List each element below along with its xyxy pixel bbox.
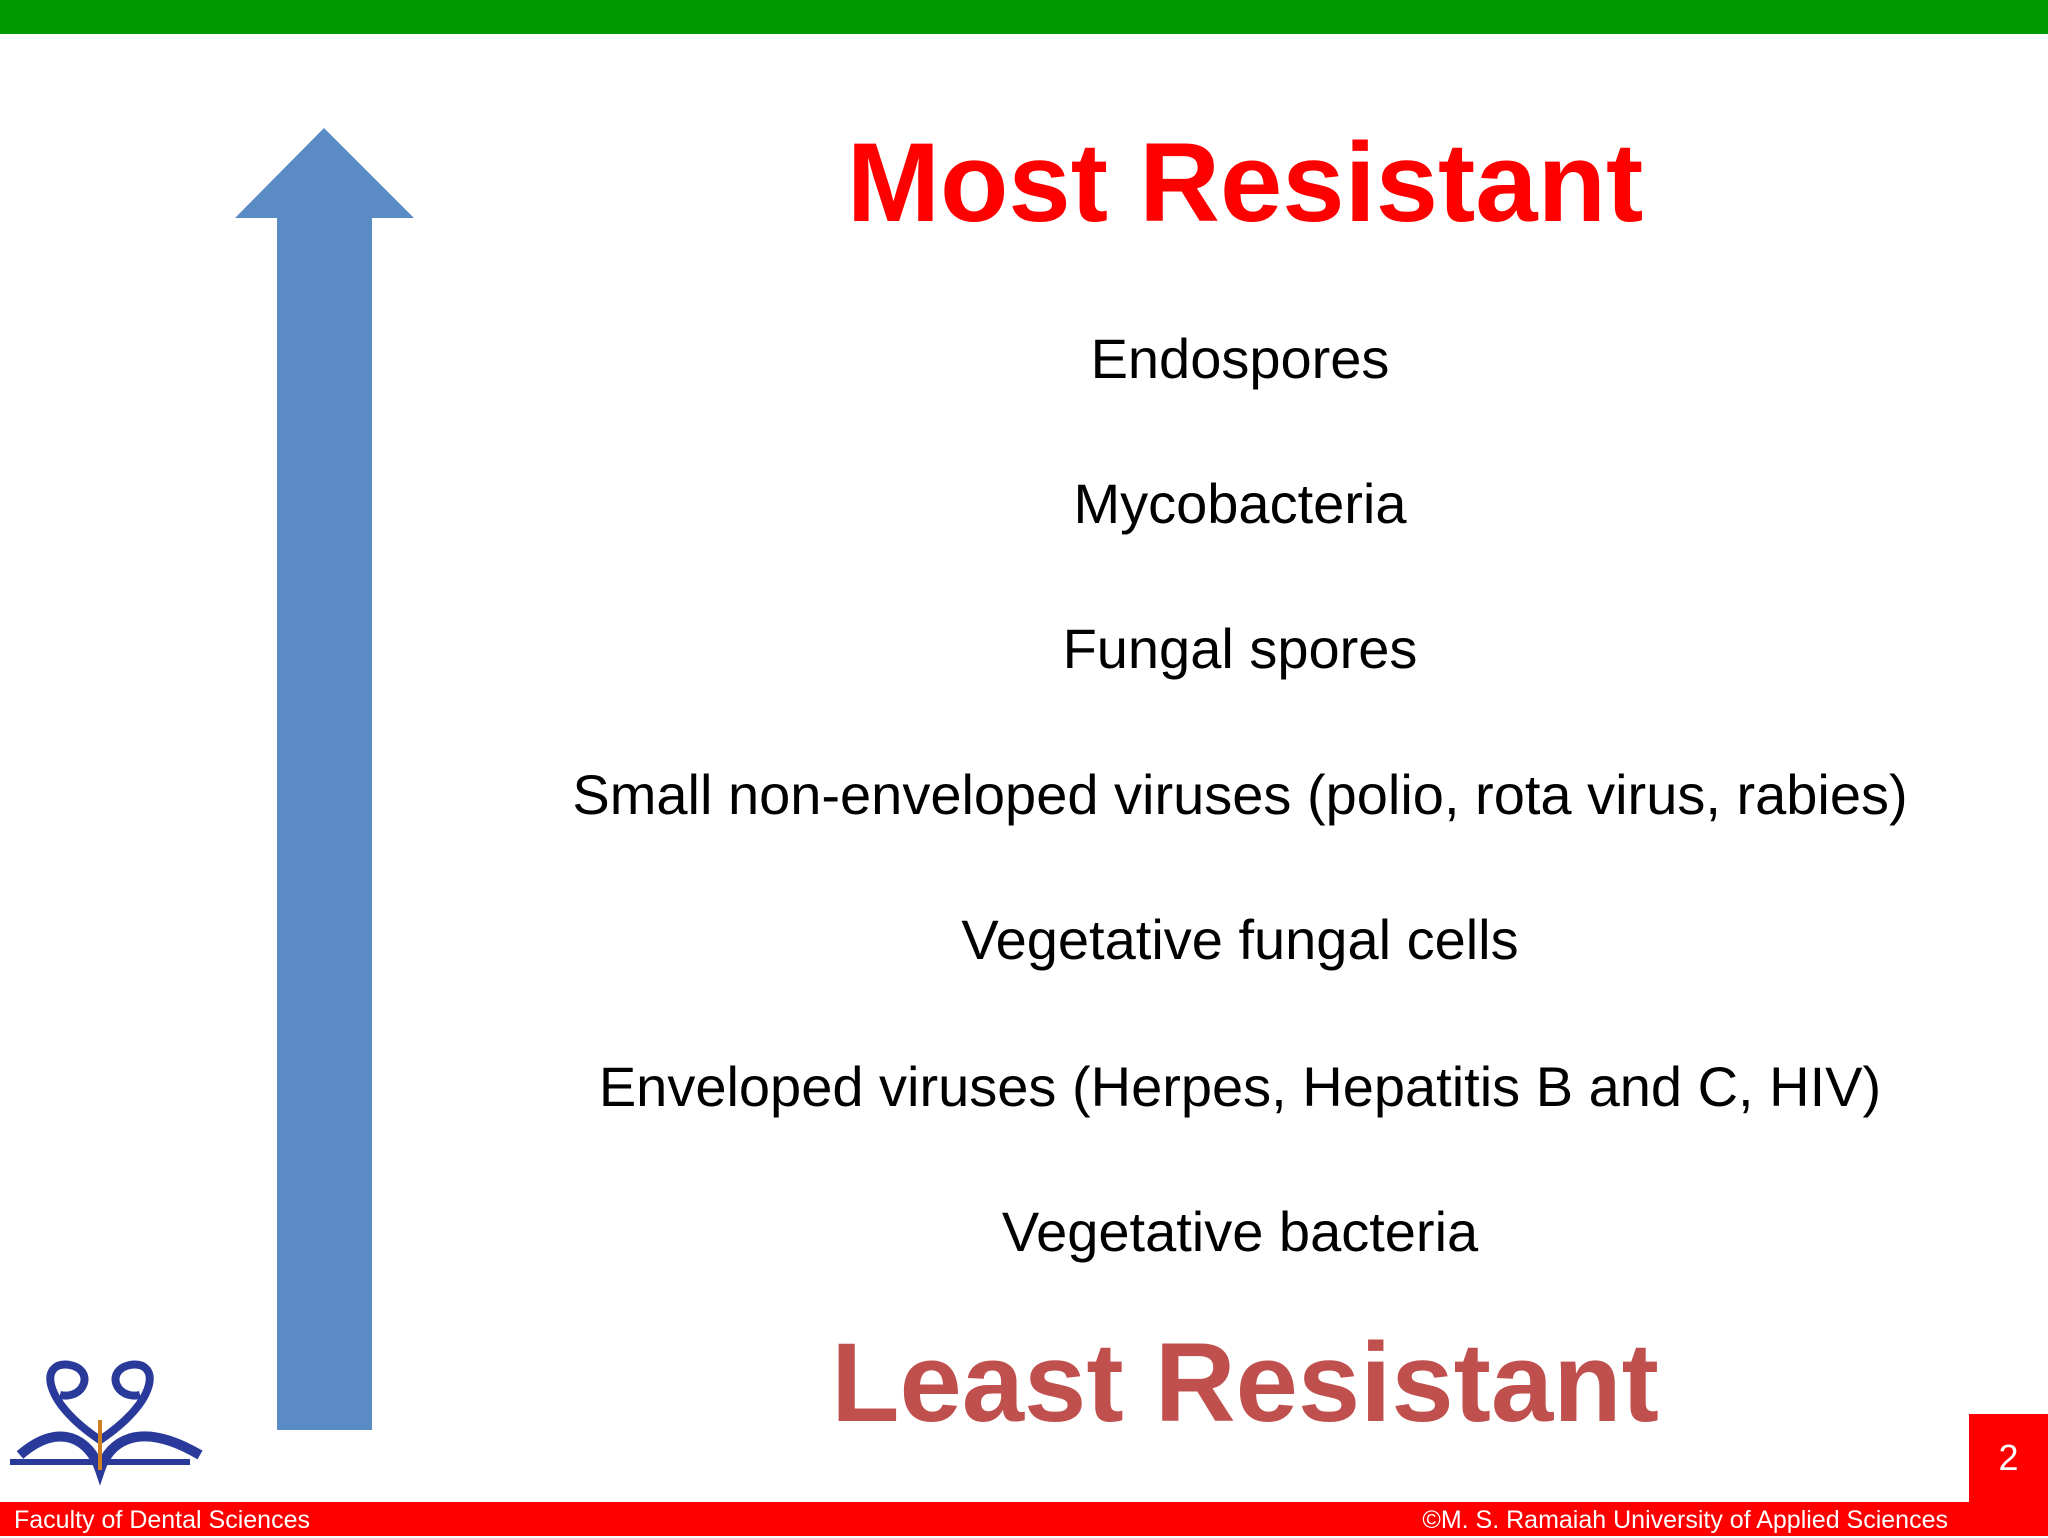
top-bar bbox=[0, 0, 2048, 34]
item: Vegetative fungal cells bbox=[961, 908, 1519, 971]
bottom-bar bbox=[0, 1502, 2048, 1536]
page-number: 2 bbox=[1969, 1414, 2048, 1502]
item: Mycobacteria bbox=[1073, 472, 1407, 535]
item: Fungal spores bbox=[1062, 617, 1418, 680]
footer-left: Faculty of Dental Sciences bbox=[14, 1506, 310, 1534]
least-resistant-label: Least Resistant bbox=[831, 1320, 1659, 1445]
footer-right: ©M. S. Ramaiah University of Applied Sci… bbox=[1422, 1506, 1948, 1534]
most-resistant-label: Most Resistant bbox=[846, 120, 1644, 245]
item: Small non-enveloped viruses (polio, rota… bbox=[572, 763, 1908, 826]
resistance-arrow bbox=[235, 128, 414, 1430]
item: Enveloped viruses (Herpes, Hepatitis B a… bbox=[598, 1055, 1882, 1118]
item: Endospores bbox=[1090, 327, 1390, 390]
logo bbox=[10, 1360, 203, 1486]
item: Vegetative bacteria bbox=[1001, 1200, 1479, 1263]
